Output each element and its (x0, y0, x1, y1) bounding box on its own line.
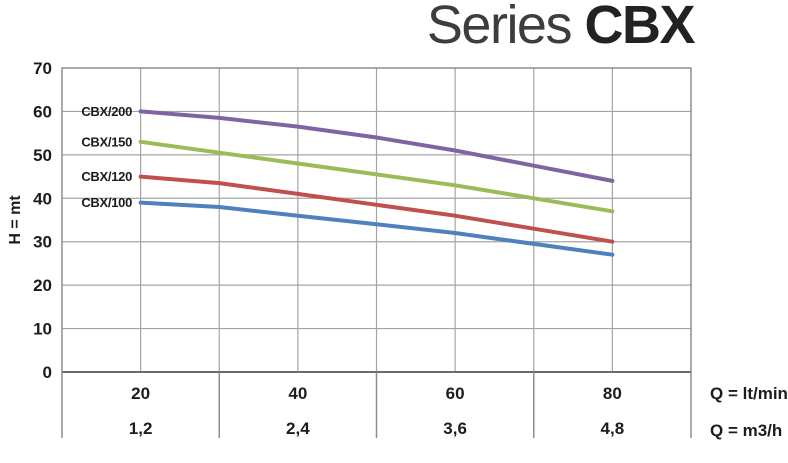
y-tick-30: 30 (33, 233, 52, 252)
series-label-cbx-150: CBX/150 (81, 134, 132, 149)
curve-cbx-100 (138, 200, 615, 257)
x-tick-m3h-2-4: 2,4 (286, 419, 310, 438)
title-series-text: Series (426, 0, 585, 55)
y-tick-20: 20 (33, 276, 52, 295)
plot-layer: CBX/200 CBX/150 CBX/120 CBX/100 0 10 20 30 40 50 6… (33, 59, 692, 438)
page-title: Series CBX (426, 0, 696, 55)
y-tick-10: 10 (33, 320, 52, 339)
title-cbx-text: CBX (584, 0, 695, 55)
curve-cbx-200 (138, 109, 615, 183)
x-tick-ltmin-60: 60 (446, 384, 465, 403)
y-axis-title: H = mt (7, 195, 24, 245)
curve-cbx-150 (138, 139, 615, 214)
curve-cbx-120 (138, 174, 615, 244)
series-label-cbx-100: CBX/100 (81, 195, 132, 210)
x-axis-unit-m3h: Q = m3/h (710, 421, 782, 440)
x-tick-ltmin-80: 80 (603, 384, 622, 403)
x-tick-m3h-3-6: 3,6 (443, 419, 467, 438)
series-label-cbx-200: CBX/200 (81, 104, 132, 119)
y-tick-40: 40 (33, 189, 52, 208)
y-tick-50: 50 (33, 146, 52, 165)
x-tick-m3h-1-2: 1,2 (129, 419, 153, 438)
series-label-cbx-120: CBX/120 (81, 169, 132, 184)
y-tick-0: 0 (43, 363, 52, 382)
x-axis-unit-ltmin: Q = lt/min (710, 384, 788, 403)
x-tick-ltmin-20: 20 (131, 384, 150, 403)
y-tick-70: 70 (33, 59, 52, 78)
x-tick-ltmin-40: 40 (288, 384, 307, 403)
x-tick-m3h-4-8: 4,8 (601, 419, 625, 438)
y-tick-60: 60 (33, 102, 52, 121)
